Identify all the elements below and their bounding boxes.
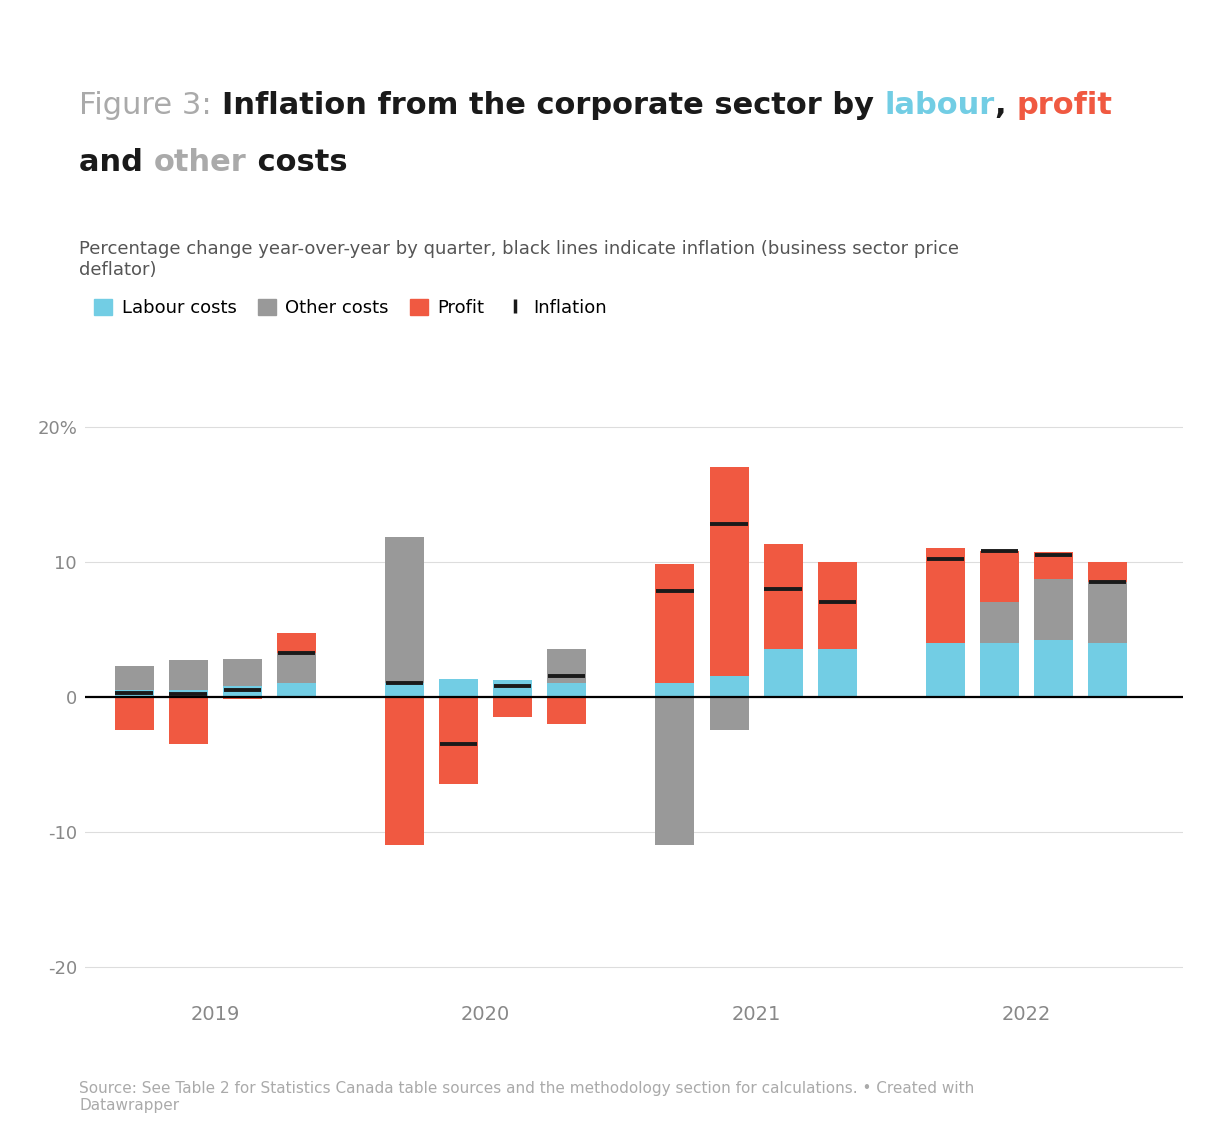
Bar <box>439 679 478 697</box>
Text: labour: labour <box>884 91 994 120</box>
Bar <box>439 697 478 785</box>
Bar <box>115 697 154 731</box>
Bar <box>1035 579 1074 640</box>
Bar <box>980 550 1019 602</box>
Text: other: other <box>154 148 246 177</box>
Bar <box>1088 582 1127 643</box>
Bar <box>493 697 532 717</box>
Bar <box>168 697 207 743</box>
Bar <box>1088 562 1127 582</box>
Bar <box>710 467 749 676</box>
Bar <box>1088 643 1127 697</box>
Bar <box>548 650 587 683</box>
Bar <box>548 683 587 697</box>
Bar <box>277 653 316 683</box>
Text: profit: profit <box>1016 91 1113 120</box>
Bar <box>115 690 154 697</box>
Bar <box>386 697 425 845</box>
Bar <box>817 562 856 650</box>
Bar <box>764 650 803 697</box>
Text: Source: See Table 2 for Statistics Canada table sources and the methodology sect: Source: See Table 2 for Statistics Canad… <box>79 1081 975 1113</box>
Text: and: and <box>79 148 154 177</box>
Bar <box>1035 553 1074 579</box>
Bar <box>277 683 316 697</box>
Bar <box>710 697 749 731</box>
Bar <box>980 643 1019 697</box>
Bar <box>223 659 262 686</box>
Text: Percentage change year-over-year by quarter, black lines indicate inflation (bus: Percentage change year-over-year by quar… <box>79 240 959 279</box>
Bar <box>115 666 154 690</box>
Bar <box>223 686 262 697</box>
Text: costs: costs <box>246 148 348 177</box>
Bar <box>168 660 207 690</box>
Text: Inflation from the corporate sector by: Inflation from the corporate sector by <box>222 91 884 120</box>
Bar <box>548 697 587 724</box>
Bar <box>386 683 425 697</box>
Bar <box>655 683 694 697</box>
Bar <box>817 650 856 697</box>
Legend: Labour costs, Other costs, Profit, Inflation: Labour costs, Other costs, Profit, Infla… <box>94 299 606 317</box>
Bar <box>1035 640 1074 697</box>
Bar <box>655 564 694 683</box>
Bar <box>386 538 425 683</box>
Bar <box>926 643 965 697</box>
Bar <box>223 697 262 699</box>
Bar <box>493 681 532 697</box>
Bar <box>655 697 694 845</box>
Bar <box>764 544 803 650</box>
Bar <box>710 676 749 697</box>
Text: ,: , <box>994 91 1016 120</box>
Bar <box>168 690 207 697</box>
Text: Figure 3:: Figure 3: <box>79 91 222 120</box>
Bar <box>277 633 316 653</box>
Bar <box>926 548 965 643</box>
Bar <box>980 602 1019 643</box>
